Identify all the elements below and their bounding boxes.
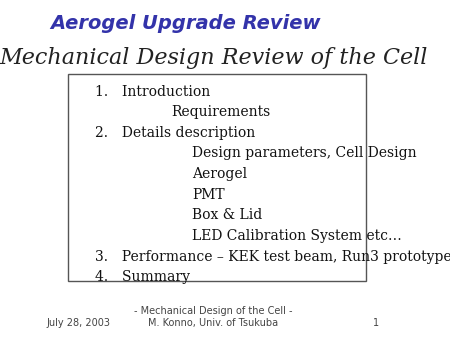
Text: 3. Performance – KEK test beam, Run3 prototype: 3. Performance – KEK test beam, Run3 pro… (95, 250, 450, 264)
Text: 4. Summary: 4. Summary (95, 270, 190, 284)
FancyBboxPatch shape (68, 74, 365, 281)
Text: LED Calibration System etc…: LED Calibration System etc… (192, 229, 402, 243)
Text: - Mechanical Design of the Cell -
M. Konno, Univ. of Tsukuba: - Mechanical Design of the Cell - M. Kon… (134, 306, 292, 328)
Text: Aerogel: Aerogel (192, 167, 248, 181)
Text: Requirements: Requirements (171, 105, 271, 119)
Text: Aerogel Upgrade Review: Aerogel Upgrade Review (50, 14, 321, 32)
Text: Mechanical Design Review of the Cell: Mechanical Design Review of the Cell (0, 47, 427, 69)
Text: PMT: PMT (192, 188, 225, 202)
Text: 2. Details description: 2. Details description (95, 126, 256, 140)
Text: 1: 1 (373, 318, 379, 328)
Text: Box & Lid: Box & Lid (192, 209, 262, 222)
Text: Design parameters, Cell Design: Design parameters, Cell Design (192, 146, 417, 161)
Text: July 28, 2003: July 28, 2003 (47, 318, 111, 328)
Text: 1. Introduction: 1. Introduction (95, 84, 211, 98)
